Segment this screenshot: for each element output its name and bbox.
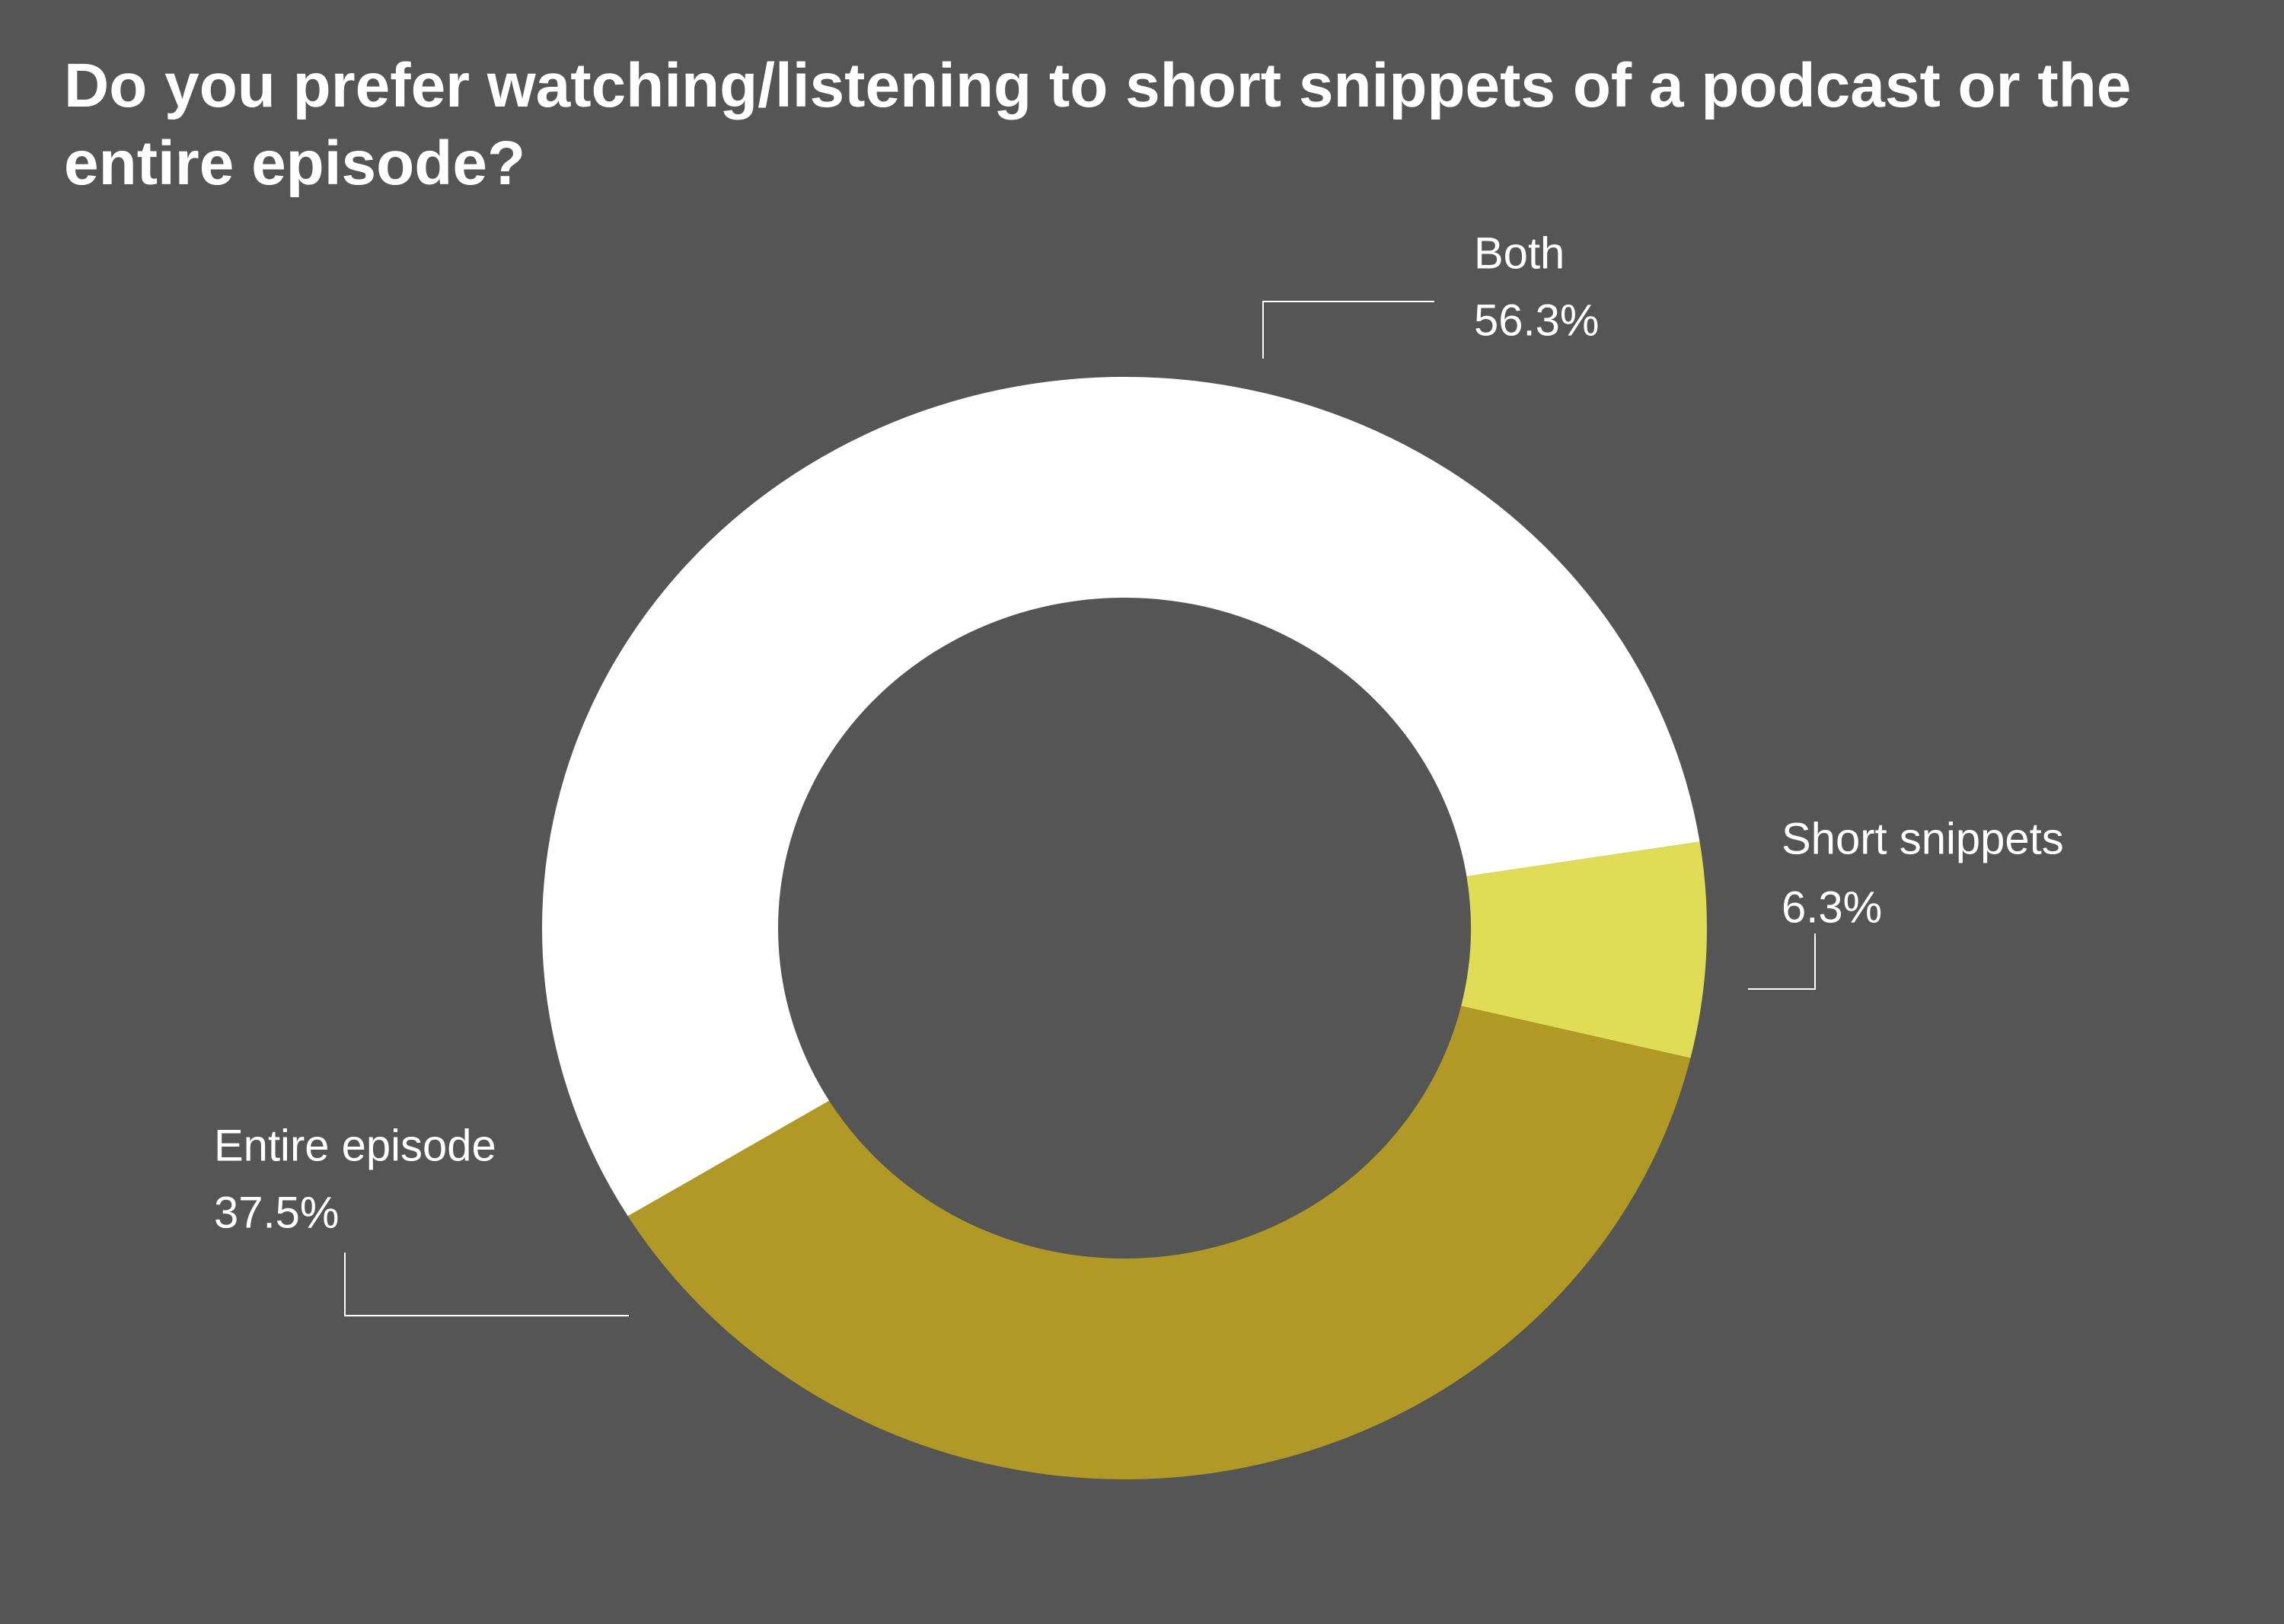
- chart-title: Do you prefer watching/listening to shor…: [64, 51, 2132, 198]
- slice: [627, 1006, 1691, 1480]
- value-label: 6.3%: [1782, 882, 1882, 932]
- slice-label: Entire episode: [214, 1121, 496, 1170]
- slice-label: Both: [1474, 228, 1565, 278]
- leader-line: [1262, 301, 1434, 359]
- leader-line: [344, 1252, 629, 1316]
- slice: [1461, 841, 1708, 1058]
- value-label: 56.3%: [1474, 295, 1599, 345]
- leader-line: [1748, 933, 1816, 990]
- slice-label: Short snippets: [1782, 814, 2064, 863]
- value-label: 37.5%: [214, 1188, 339, 1237]
- slice: [542, 377, 1700, 1217]
